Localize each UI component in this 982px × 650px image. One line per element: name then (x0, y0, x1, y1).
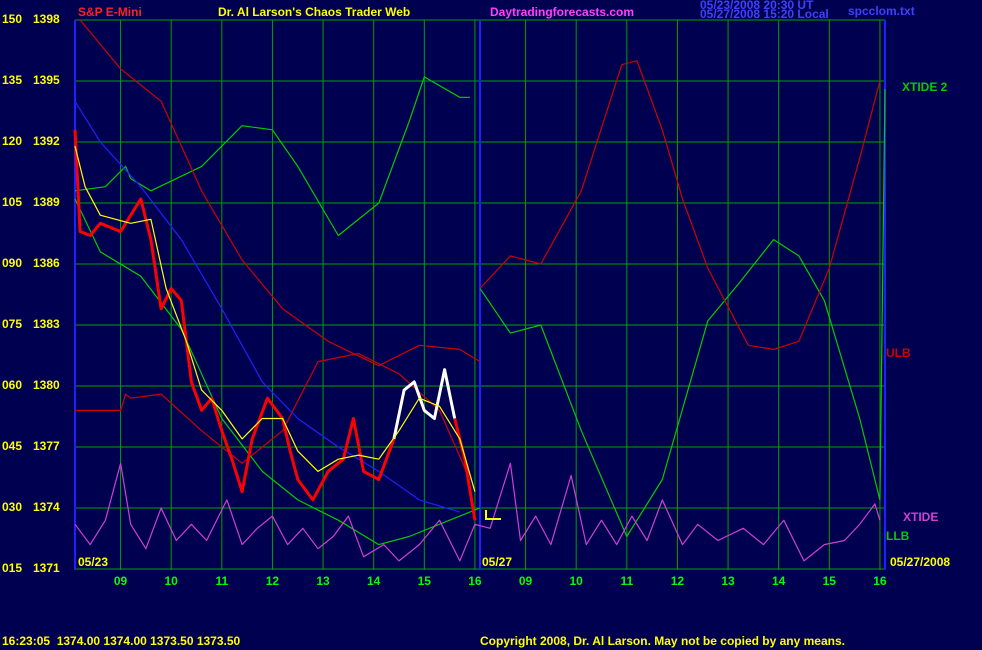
series-label: ULB (886, 346, 911, 360)
y2-tick-label: 1383 (33, 317, 60, 331)
y2-tick-label: 1371 (33, 561, 60, 575)
y-tick-label: 090 (2, 256, 22, 270)
y-tick-label: 150 (2, 12, 22, 26)
date-label: 05/27/2008 (890, 555, 950, 569)
x-tick-label: 10 (570, 574, 584, 588)
marker (485, 510, 501, 520)
y2-tick-label: 1398 (33, 12, 60, 26)
series-line (79, 19, 481, 367)
chart-title: Dr. Al Larson's Chaos Trader Web (218, 5, 410, 19)
x-tick-label: 11 (215, 574, 228, 588)
website: Daytradingforecasts.com (490, 5, 634, 19)
date-label: 05/27 (482, 555, 512, 569)
series-line (479, 60, 881, 350)
symbol: S&P E-Mini (78, 5, 142, 19)
series-line (74, 100, 460, 513)
series-lines (73, 19, 886, 562)
x-tick-label: 16 (873, 574, 887, 588)
y2-tick-label: 1395 (33, 73, 60, 87)
y-tick-label: 135 (2, 73, 22, 87)
timestamp: 05/27/2008 15:20 Local (700, 7, 829, 21)
series-line (75, 352, 471, 480)
y-tick-label: 015 (2, 561, 22, 575)
y2-tick-label: 1374 (33, 500, 60, 514)
x-tick-label: 11 (620, 574, 633, 588)
x-tick-label: 14 (367, 574, 381, 588)
y-tick-label: 030 (2, 500, 22, 514)
y2-tick-label: 1389 (33, 195, 60, 209)
x-tick-label: 09 (114, 574, 128, 588)
x-tick-label: 15 (418, 574, 432, 588)
x-tick-label: 12 (671, 574, 685, 588)
date-label: 05/23 (78, 555, 108, 569)
y-tick-label: 075 (2, 317, 22, 331)
x-tick-label: 09 (519, 574, 533, 588)
y-tick-label: 105 (2, 195, 22, 209)
series-label: LLB (886, 529, 910, 543)
y-tick-label: 045 (2, 439, 22, 453)
series-line (74, 198, 481, 546)
filename: spcclom.txt (848, 4, 915, 18)
x-tick-label: 14 (772, 574, 786, 588)
y2-tick-label: 1377 (33, 439, 60, 453)
timestamp: 05/23/2008 20:30 UT (700, 0, 814, 12)
series-line (479, 89, 886, 538)
y2-tick-label: 1386 (33, 256, 60, 270)
x-tick-label: 15 (823, 574, 837, 588)
y-tick-label: 120 (2, 134, 22, 148)
series-line (453, 418, 477, 521)
y2-tick-label: 1380 (33, 378, 60, 392)
series-line (73, 129, 396, 502)
series-line (74, 76, 470, 237)
x-tick-label: 16 (468, 574, 482, 588)
y-tick-label: 060 (2, 378, 22, 392)
copyright: Copyright 2008, Dr. Al Larson. May not b… (480, 634, 845, 648)
series-line (74, 462, 881, 562)
series-label: XTIDE 2 (902, 80, 948, 94)
y2-tick-label: 1392 (33, 134, 60, 148)
x-tick-label: 13 (316, 574, 330, 588)
x-tick-label: 12 (266, 574, 280, 588)
series-line (74, 145, 476, 492)
series-label: XTIDE (903, 510, 938, 524)
series-line (392, 368, 457, 440)
quote: 16:23:05 1374.00 1374.00 1373.50 1373.50 (2, 634, 241, 648)
x-tick-label: 10 (165, 574, 179, 588)
x-tick-label: 13 (721, 574, 735, 588)
